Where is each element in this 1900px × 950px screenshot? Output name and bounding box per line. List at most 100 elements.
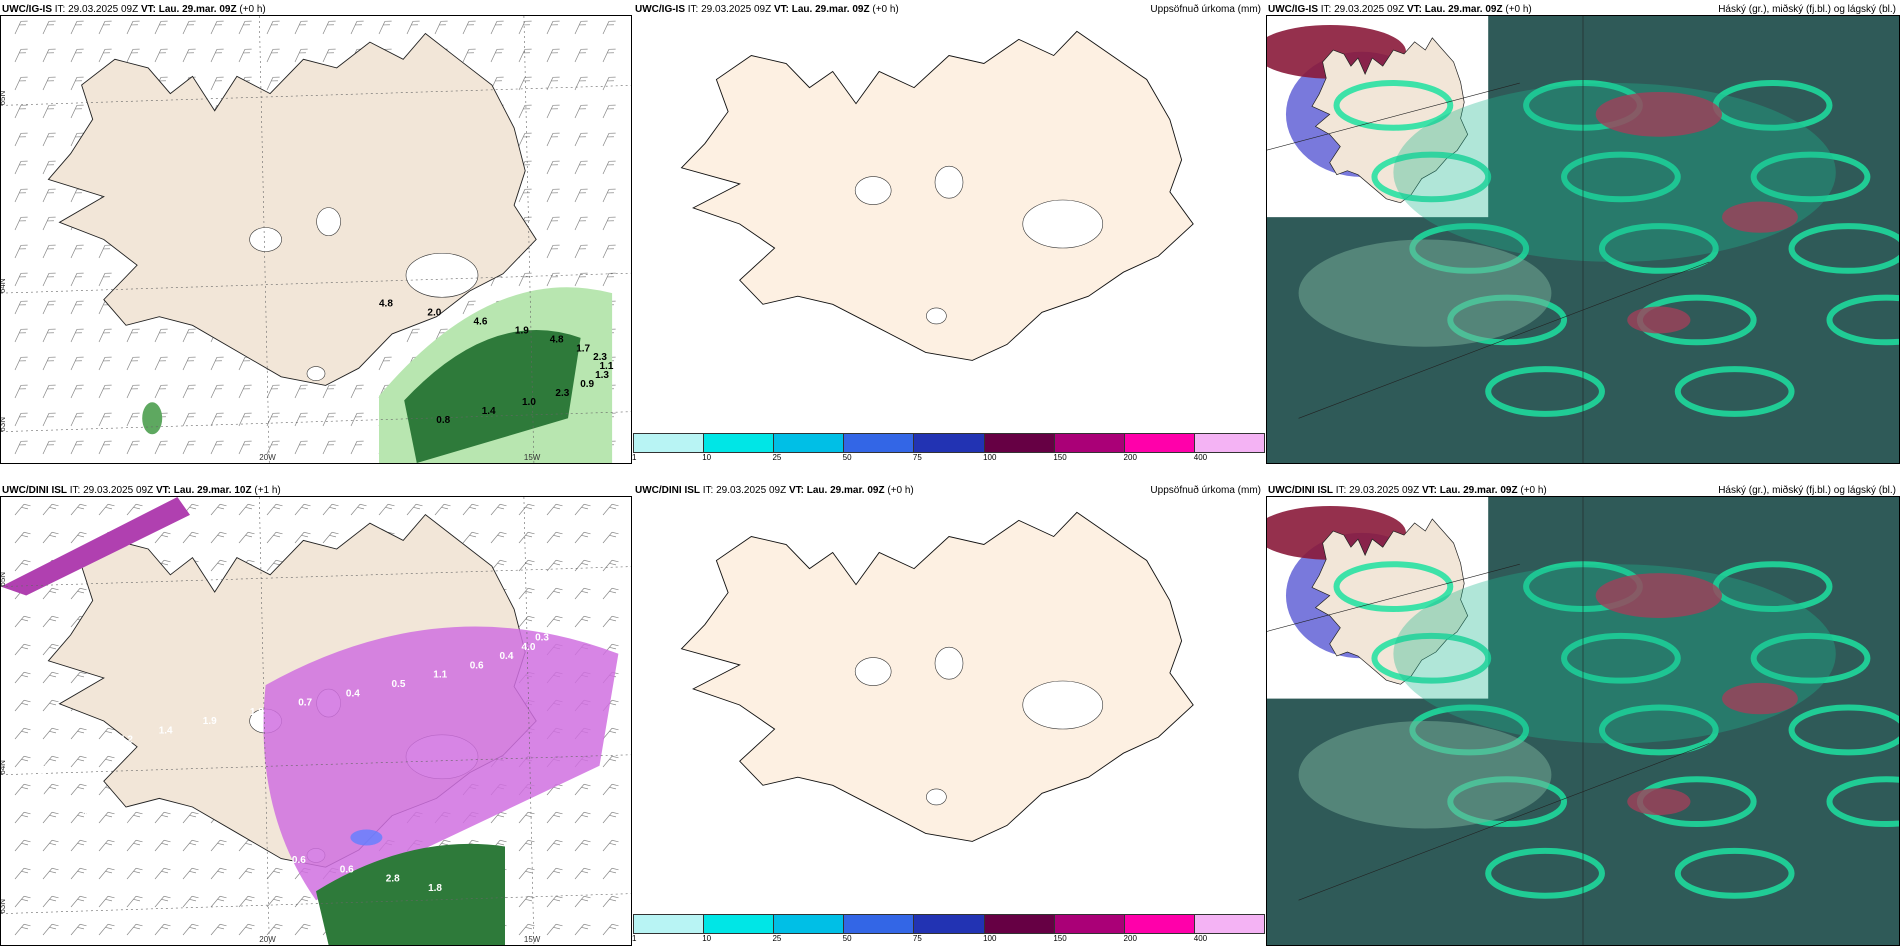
map-accum-precip (633, 496, 1265, 914)
panel-wind-precip-igis: UWC/IG-IS IT: 29.03.2025 09Z VT: Lau. 29… (0, 0, 632, 466)
precip-value-label: 1.4 (482, 406, 496, 417)
panel-title-right: Uppsöfnuð úrkoma (mm) (1150, 485, 1261, 496)
precip-value-label: 3.8 (30, 781, 44, 792)
colorbar-segment (704, 915, 775, 933)
panel-header: UWC/DINI ISL IT: 29.03.2025 09Z VT: Lau.… (1268, 483, 1896, 499)
precip-value-label: 0.6 (470, 661, 484, 672)
longitude-label: 15W (524, 935, 541, 944)
colorbar-segment (1054, 915, 1125, 933)
precip-value-label: 1.8 (250, 707, 264, 718)
colorbar-tick-label: 150 (1053, 453, 1067, 462)
map-clouds (1266, 15, 1900, 464)
precip-value-label: 4.6 (474, 316, 488, 327)
precip-value-label: 0.7 (298, 698, 312, 709)
longitude-label: 15W (524, 453, 541, 462)
colorbar-ticks: 1 10 25 50 75 100 150 200 400 (632, 453, 1265, 465)
precip-value-label: 0.5 (392, 679, 406, 690)
colorbar-tick-label: 75 (912, 934, 922, 943)
precip-value-label: 1.2 (86, 744, 100, 755)
precip-value-label: 0.4 (500, 651, 514, 662)
colorbar-tick-label: 100 (983, 934, 997, 943)
panel-header: UWC/IG-IS IT: 29.03.2025 09Z VT: Lau. 29… (2, 4, 266, 15)
precip-value-label: 1.0 (522, 397, 536, 408)
colorbar-tick-label: 1 (632, 934, 637, 943)
colorbar-tick-label: 50 (842, 453, 852, 462)
precip-value-label: 1.2 (540, 623, 554, 634)
precip-colorbar (633, 433, 1265, 453)
colorbar-tick-label: 75 (912, 453, 922, 462)
precip-value-label: 1.9 (515, 325, 529, 336)
precip-value-label: 2.8 (386, 874, 400, 885)
panel-accum-precip-dini: UWC/DINI ISL IT: 29.03.2025 09Z VT: Lau.… (632, 481, 1265, 950)
precip-value-label: 1.1 (433, 670, 447, 681)
precip-value-label: 1.1 (600, 361, 614, 372)
precip-value-label: 0.3 (535, 633, 549, 644)
colorbar-segment (1194, 915, 1264, 933)
precip-value-label: 0.6 (292, 855, 306, 866)
precip-value-label: 16.3 (56, 800, 76, 811)
map-wind-precip: 65N 64N 63N 20W 15W 4.8 2.0 4.6 1.9 4.8 1.7 2.3 1.1 1… (0, 15, 632, 464)
colorbar-tick-label: 200 (1123, 934, 1137, 943)
panel-header: UWC/DINI ISL IT: 29.03.2025 09Z VT: Lau.… (2, 485, 281, 496)
longitude-label: 20W (259, 935, 276, 944)
precip-value-label: 4.0 (82, 809, 96, 820)
precip-value-label: 2.4 (153, 827, 167, 838)
colorbar-tick-label: 10 (702, 453, 712, 462)
colorbar-tick-label: 25 (772, 934, 782, 943)
panel-header: UWC/IG-IS IT: 29.03.2025 09Z VT: Lau. 29… (635, 2, 1261, 18)
map-canvas (1267, 16, 1899, 463)
precip-value-label: 0.8 (39, 790, 53, 801)
precip-value-label: 0.4 (346, 688, 360, 699)
panel-header: UWC/DINI ISL IT: 29.03.2025 09Z VT: Lau.… (635, 483, 1261, 499)
precip-value-label: 2.0 (427, 308, 441, 319)
colorbar-tick-label: 25 (772, 453, 782, 462)
precip-value-label: 7.8 (31, 772, 45, 783)
precip-value-label: 4.2 (119, 735, 133, 746)
colorbar-tick-label: 150 (1053, 934, 1067, 943)
precip-value-label: 1.7 (576, 343, 590, 354)
map-canvas (680, 511, 1194, 842)
colorbar-segment (1194, 434, 1264, 452)
precip-value-label: 2.3 (555, 388, 569, 399)
map-clouds (1266, 496, 1900, 946)
precip-value-label: 1.9 (203, 716, 217, 727)
colorbar-segment (704, 434, 775, 452)
colorbar-segment (984, 915, 1055, 933)
colorbar-segment (774, 915, 845, 933)
panel-clouds-dini: UWC/DINI ISL IT: 29.03.2025 09Z VT: Lau.… (1266, 481, 1900, 950)
colorbar-segment (844, 434, 915, 452)
panel-title-right: Háský (gr.), miðský (fj.bl.) og lágský (… (1718, 485, 1896, 496)
precip-value-label: 0.9 (580, 379, 594, 390)
colorbar-segment (774, 434, 845, 452)
precip-value-label: 1.8 (428, 883, 442, 894)
precip-value-label: 4.8 (379, 299, 393, 310)
colorbar-tick-label: 400 (1193, 934, 1208, 943)
colorbar-segment (1124, 434, 1195, 452)
latitude-label: 64N (1, 760, 7, 775)
panel-wind-precip-dini: UWC/DINI ISL IT: 29.03.2025 09Z VT: Lau.… (0, 481, 632, 950)
precip-value-label: 4.0 (522, 642, 536, 653)
latitude-label: 63N (1, 417, 7, 432)
precip-value-label: 0.8 (436, 415, 450, 426)
precip-value-label: 3.2 (114, 818, 128, 829)
colorbar-segment (634, 915, 705, 933)
precip-value-label: 1.1 (197, 837, 211, 848)
panel-header: UWC/IG-IS IT: 29.03.2025 09Z VT: Lau. 29… (1268, 2, 1896, 18)
colorbar-segment (1124, 915, 1195, 933)
precip-value-label: 1.3 (595, 370, 609, 381)
precip-value-label: 1.4 (159, 725, 173, 736)
colorbar-tick-label: 400 (1193, 453, 1208, 462)
panel-title-right: Háský (gr.), miðský (fj.bl.) og lágský (… (1718, 4, 1896, 15)
colorbar-tick-label: 1 (632, 453, 637, 462)
precip-value-label: 0.7 (59, 753, 73, 764)
panel-accum-precip-igis: UWC/IG-IS IT: 29.03.2025 09Z VT: Lau. 29… (632, 0, 1265, 466)
colorbar-segment (984, 434, 1055, 452)
precip-value-label: 0.8 (244, 846, 258, 857)
precip-colorbar (633, 914, 1265, 934)
precip-value-label: 0.6 (340, 864, 354, 875)
latitude-label: 64N (1, 278, 7, 293)
colorbar-tick-label: 200 (1123, 453, 1137, 462)
panel-clouds-igis: UWC/IG-IS IT: 29.03.2025 09Z VT: Lau. 29… (1266, 0, 1900, 466)
